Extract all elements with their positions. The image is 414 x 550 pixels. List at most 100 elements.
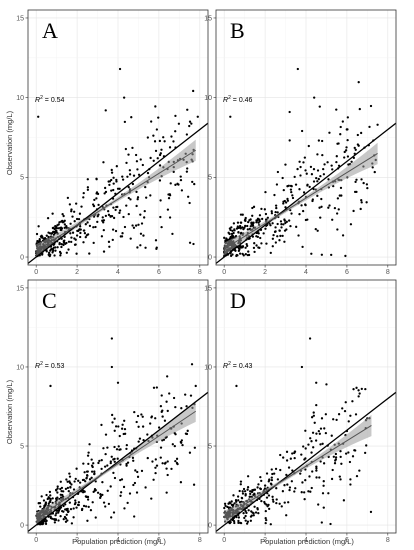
x-tick-label: 4 bbox=[116, 537, 120, 544]
data-point bbox=[304, 479, 307, 482]
data-point bbox=[229, 520, 232, 524]
data-point bbox=[282, 223, 285, 226]
data-point bbox=[246, 486, 250, 489]
x-axis-title-right: Population prediction (mg/L) bbox=[260, 537, 354, 546]
data-point bbox=[136, 246, 139, 249]
data-point bbox=[112, 511, 116, 514]
data-point bbox=[53, 230, 56, 234]
data-point bbox=[309, 490, 312, 493]
data-point bbox=[136, 196, 140, 199]
data-point bbox=[273, 193, 276, 197]
data-point bbox=[271, 495, 274, 498]
data-point bbox=[118, 209, 122, 212]
data-point bbox=[125, 447, 128, 451]
data-point bbox=[223, 236, 226, 239]
data-point bbox=[102, 219, 106, 222]
data-point bbox=[316, 169, 320, 172]
data-point bbox=[142, 438, 145, 442]
data-point-outlier bbox=[155, 128, 159, 131]
data-point bbox=[308, 185, 311, 189]
data-point bbox=[108, 245, 111, 248]
data-point bbox=[291, 196, 295, 200]
data-point bbox=[50, 231, 54, 235]
data-point bbox=[56, 487, 59, 490]
data-point bbox=[67, 248, 70, 251]
data-point bbox=[104, 190, 108, 194]
data-point bbox=[319, 460, 322, 463]
data-point bbox=[41, 253, 44, 256]
data-point-outlier bbox=[110, 337, 114, 340]
data-point bbox=[310, 173, 314, 176]
data-point bbox=[269, 251, 272, 255]
data-point bbox=[77, 479, 80, 482]
data-point bbox=[62, 490, 65, 493]
data-point bbox=[86, 178, 89, 181]
data-point bbox=[110, 171, 114, 174]
r-squared-exponent: 2 bbox=[40, 361, 43, 367]
data-point bbox=[358, 469, 361, 472]
data-point bbox=[266, 216, 269, 219]
data-point bbox=[321, 442, 324, 445]
data-point bbox=[328, 131, 331, 134]
data-point bbox=[298, 188, 301, 191]
data-point bbox=[344, 149, 348, 152]
data-point bbox=[130, 116, 133, 119]
data-point bbox=[102, 250, 106, 253]
data-point bbox=[252, 246, 256, 250]
data-point bbox=[309, 165, 313, 169]
data-point bbox=[166, 460, 169, 463]
data-point bbox=[255, 244, 258, 247]
data-point bbox=[278, 229, 281, 232]
data-point bbox=[341, 234, 345, 237]
data-point bbox=[160, 394, 163, 397]
data-point bbox=[304, 429, 307, 432]
data-point bbox=[369, 104, 373, 108]
data-point bbox=[335, 418, 338, 422]
data-point bbox=[223, 506, 226, 510]
data-point bbox=[123, 225, 127, 229]
data-point bbox=[100, 459, 103, 462]
data-point bbox=[60, 228, 63, 232]
data-point bbox=[244, 253, 247, 256]
data-point bbox=[53, 227, 56, 231]
data-point bbox=[330, 164, 333, 167]
data-point bbox=[263, 484, 267, 487]
data-point bbox=[37, 502, 40, 505]
data-point bbox=[293, 490, 296, 493]
data-point bbox=[124, 432, 127, 435]
data-point bbox=[53, 521, 57, 524]
data-point bbox=[127, 186, 130, 189]
data-point bbox=[121, 232, 124, 235]
data-point bbox=[332, 455, 335, 458]
data-point bbox=[291, 469, 294, 472]
data-point bbox=[328, 204, 331, 207]
data-point bbox=[315, 467, 318, 470]
data-point bbox=[65, 478, 68, 481]
data-point bbox=[335, 108, 338, 111]
data-point bbox=[274, 210, 277, 214]
data-point bbox=[246, 520, 250, 523]
data-point bbox=[255, 221, 258, 224]
data-point bbox=[349, 478, 352, 481]
data-point bbox=[355, 178, 358, 181]
data-point bbox=[278, 502, 281, 505]
data-point bbox=[299, 165, 302, 169]
data-point bbox=[56, 491, 59, 494]
data-point bbox=[59, 515, 62, 518]
data-point bbox=[355, 386, 358, 389]
data-point bbox=[271, 245, 274, 248]
data-point bbox=[244, 514, 247, 518]
data-point bbox=[42, 499, 46, 502]
data-point bbox=[281, 490, 285, 493]
data-point bbox=[60, 242, 63, 246]
data-point bbox=[49, 249, 52, 252]
data-point bbox=[264, 191, 267, 194]
data-point bbox=[74, 243, 77, 246]
data-point bbox=[333, 206, 337, 210]
data-point bbox=[42, 520, 45, 524]
data-point bbox=[75, 202, 78, 205]
data-point bbox=[264, 227, 267, 230]
data-point bbox=[96, 220, 99, 224]
data-point bbox=[122, 215, 125, 219]
data-point bbox=[119, 235, 122, 238]
